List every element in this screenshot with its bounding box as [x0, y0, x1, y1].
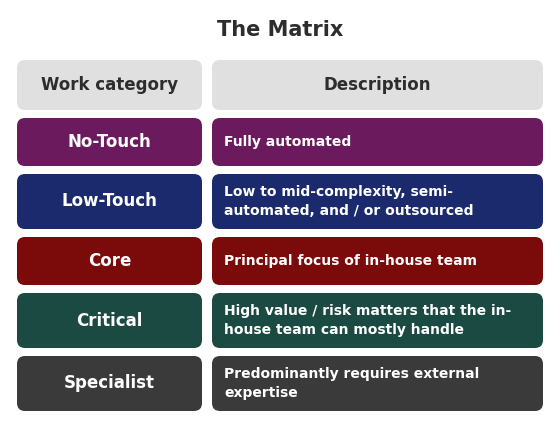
Text: Work category: Work category: [41, 76, 178, 94]
FancyBboxPatch shape: [212, 293, 543, 348]
FancyBboxPatch shape: [17, 118, 202, 166]
Text: Principal focus of in-house team: Principal focus of in-house team: [224, 254, 477, 268]
Text: Core: Core: [88, 252, 131, 270]
FancyBboxPatch shape: [212, 174, 543, 229]
FancyBboxPatch shape: [212, 118, 543, 166]
Text: Description: Description: [324, 76, 431, 94]
FancyBboxPatch shape: [212, 60, 543, 110]
Text: High value / risk matters that the in-
house team can mostly handle: High value / risk matters that the in- h…: [224, 304, 511, 337]
Text: Fully automated: Fully automated: [224, 135, 351, 149]
Text: Critical: Critical: [76, 311, 143, 330]
Text: Specialist: Specialist: [64, 375, 155, 393]
Text: No-Touch: No-Touch: [68, 133, 151, 151]
FancyBboxPatch shape: [17, 356, 202, 411]
Text: Low-Touch: Low-Touch: [62, 193, 157, 210]
Text: Low to mid-complexity, semi-
automated, and / or outsourced: Low to mid-complexity, semi- automated, …: [224, 185, 474, 218]
FancyBboxPatch shape: [17, 293, 202, 348]
FancyBboxPatch shape: [212, 356, 543, 411]
Text: The Matrix: The Matrix: [217, 20, 343, 40]
FancyBboxPatch shape: [212, 237, 543, 285]
FancyBboxPatch shape: [17, 174, 202, 229]
FancyBboxPatch shape: [17, 60, 202, 110]
FancyBboxPatch shape: [17, 237, 202, 285]
Text: Predominantly requires external
expertise: Predominantly requires external expertis…: [224, 367, 479, 400]
